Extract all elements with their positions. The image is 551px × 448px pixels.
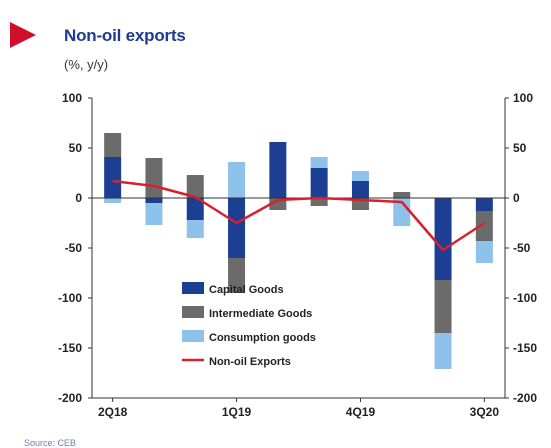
y-tick-label-left: -50 [65,241,83,255]
bar-capital-goods [475,198,493,211]
y-tick-label-left: 0 [75,191,82,205]
y-tick-label-right: -150 [513,341,537,355]
bars-layer [104,133,493,369]
bar-consumption-goods [310,157,328,168]
bar-capital-goods [104,157,122,198]
bar-consumption-goods [186,220,204,238]
x-tick-label: 2Q18 [98,405,128,419]
bar-consumption-goods [104,198,122,203]
bar-consumption-goods [434,333,452,369]
y-tick-label-right: 100 [513,91,533,105]
bar-capital-goods [145,198,163,203]
bar-intermediate-goods [104,133,122,157]
bar-consumption-goods [351,171,369,181]
line-layer [112,179,486,252]
y-tick-label-left: -100 [58,291,82,305]
bar-consumption-goods [393,198,411,226]
y-tick-label-right: 0 [513,191,520,205]
bar-capital-goods [434,198,452,280]
y-tick-label-left: 100 [62,91,82,105]
legend-label: Consumption goods [209,332,316,344]
legend: Capital Goods Intermediate Goods Consumpti… [182,282,316,368]
bar-intermediate-goods [186,175,204,198]
y-tick-label-right: -200 [513,391,537,405]
chart-title: Non-oil exports [64,26,186,45]
y-tick-label-left: -200 [58,391,82,405]
y-tick-label-right: -100 [513,291,537,305]
bar-intermediate-goods [475,211,493,241]
x-tick-label: 3Q20 [470,405,500,419]
source-note: Source: CEB [24,438,77,448]
bar-capital-goods [186,198,204,220]
legend-label: Intermediate Goods [209,308,312,320]
bar-consumption-goods [475,241,493,263]
bar-capital-goods [351,181,369,198]
legend-label: Non-oil Exports [209,356,291,368]
bar-capital-goods [269,142,287,198]
bar-intermediate-goods [228,258,246,293]
bar-consumption-goods [145,203,163,225]
bar-capital-goods [310,168,328,198]
legend-label: Capital Goods [209,284,284,296]
legend-swatch [182,306,204,318]
x-tick-label: 1Q19 [222,405,252,419]
y-tick-label-left: -150 [58,341,82,355]
y-tick-label-left: 50 [69,141,83,155]
line-non-oil-exports [112,179,486,252]
axes-layer: 100 100 50 50 0 0 -50 -50 -100 -100 -150 -150 -200 -2… [58,91,537,419]
bar-intermediate-goods [434,280,452,333]
legend-swatch [182,330,204,342]
y-tick-label-right: -50 [513,241,531,255]
y-tick-label-right: 50 [513,141,527,155]
x-tick-label: 4Q19 [346,405,376,419]
bar-intermediate-goods [393,192,411,198]
chart-subtitle: (%, y/y) [64,57,109,72]
title-marker-icon [10,22,36,48]
bar-intermediate-goods [145,158,163,198]
legend-swatch [182,282,204,294]
bar-capital-goods [228,198,246,258]
bar-intermediate-goods [310,198,328,206]
bar-consumption-goods [228,162,246,198]
